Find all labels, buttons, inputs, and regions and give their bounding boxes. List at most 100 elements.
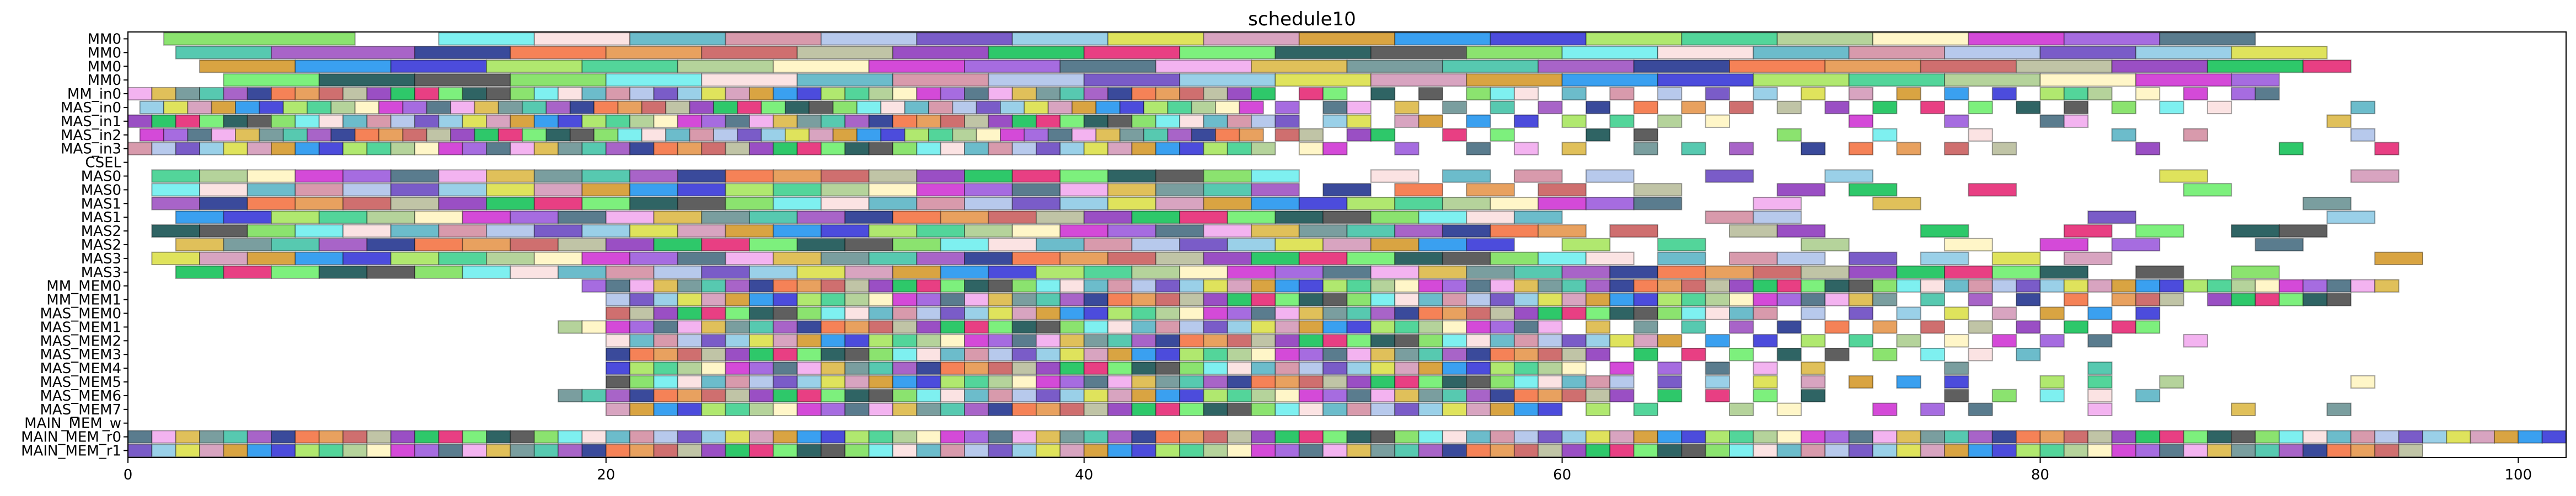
- gantt-bar: [1239, 100, 1264, 115]
- gantt-bar: [1203, 87, 1228, 101]
- gantt-bar: [175, 87, 201, 101]
- gantt-bar: [1753, 389, 1778, 403]
- gantt-bar: [510, 210, 559, 224]
- gantt-bar: [1322, 210, 1372, 224]
- gantt-bar: [1538, 306, 1563, 320]
- gantt-bar: [1728, 430, 1754, 444]
- gantt-bar: [1155, 389, 1181, 403]
- gantt-bar: [653, 142, 678, 155]
- gantt-bar: [1155, 183, 1204, 197]
- gantt-bar: [1728, 444, 1754, 457]
- gantt-bar: [1585, 32, 1683, 46]
- gantt-bar: [1490, 389, 1515, 403]
- gantt-bar: [725, 320, 750, 334]
- gantt-bar: [2374, 279, 2400, 293]
- gantt-bar: [1609, 265, 1658, 279]
- gantt-bar: [1896, 265, 1946, 279]
- gantt-bar: [1801, 389, 1826, 403]
- gantt-bar: [462, 265, 511, 279]
- gantt-bar: [510, 430, 535, 444]
- gantt-bar: [581, 251, 631, 266]
- gantt-bar: [1011, 224, 1061, 238]
- gantt-bar: [294, 60, 392, 73]
- gantt-bar: [964, 197, 1013, 211]
- y-tick-label: MAS3: [81, 251, 121, 267]
- gantt-bar: [1728, 100, 1754, 115]
- gantt-bar: [1107, 389, 1133, 403]
- gantt-bar: [1681, 293, 1706, 306]
- gantt-bar: [1059, 348, 1085, 362]
- gantt-bar: [773, 293, 798, 306]
- gantt-bar: [342, 87, 368, 101]
- gantt-bar: [677, 197, 726, 211]
- gantt-bar: [2183, 430, 2208, 444]
- gantt-bar: [1513, 142, 1539, 155]
- gantt-bar: [1418, 444, 1443, 457]
- gantt-bar: [988, 265, 1037, 279]
- gantt-bar: [1944, 334, 1969, 348]
- gantt-bar: [223, 87, 248, 101]
- gantt-bar: [1394, 279, 1420, 293]
- gantt-bar: [1561, 375, 1587, 389]
- gantt-bar: [1824, 430, 1850, 444]
- gantt-bar: [1418, 87, 1443, 101]
- gantt-bar: [1059, 169, 1109, 183]
- gantt-bar: [151, 169, 201, 183]
- gantt-bar: [1466, 279, 1491, 293]
- gantt-bar: [2350, 128, 2376, 142]
- gantt-bar: [1728, 402, 1754, 417]
- gantt-bar: [2063, 224, 2113, 238]
- gantt-bar: [1251, 334, 1276, 348]
- gantt-bar: [1538, 293, 1563, 306]
- gantt-bar: [1155, 334, 1181, 348]
- gantt-bar: [1155, 348, 1181, 362]
- gantt-bar: [844, 142, 870, 155]
- gantt-bar: [940, 389, 966, 403]
- gantt-bar: [1968, 279, 1993, 293]
- gantt-bar: [2231, 293, 2256, 306]
- gantt-bar: [820, 375, 846, 389]
- gantt-bar: [1298, 142, 1324, 155]
- gantt-bar: [223, 265, 272, 279]
- gantt-bar: [796, 402, 822, 417]
- gantt-bar: [139, 100, 165, 115]
- gantt-bar: [748, 265, 798, 279]
- gantt-bar: [1801, 430, 1826, 444]
- gantt-bar: [1681, 100, 1706, 115]
- gantt-bar: [653, 361, 678, 375]
- gantt-bar: [1227, 279, 1252, 293]
- y-tick-label: MAS_MEM2: [40, 333, 121, 349]
- gantt-bar: [653, 348, 678, 362]
- gantt-bar: [1728, 224, 1778, 238]
- gantt-bar: [916, 32, 1013, 46]
- gantt-bar: [151, 114, 176, 128]
- gantt-bar: [175, 265, 224, 279]
- gantt-bar: [820, 389, 846, 403]
- gantt-bar: [2231, 46, 2328, 60]
- gantt-bar: [1322, 279, 1348, 293]
- gantt-bar: [1944, 114, 1969, 128]
- gantt-bar: [773, 197, 822, 211]
- gantt-bar: [1991, 430, 2017, 444]
- y-tick-label: MAS0: [81, 182, 121, 198]
- gantt-bar: [1753, 46, 1850, 60]
- gantt-bar: [964, 169, 1013, 183]
- gantt-bar: [2135, 389, 2161, 403]
- gantt-bar: [1107, 183, 1156, 197]
- gantt-bar: [366, 265, 416, 279]
- gantt-bar: [892, 114, 918, 128]
- gantt-bar: [677, 142, 703, 155]
- gantt-bar: [1776, 444, 1802, 457]
- gantt-bar: [964, 251, 1013, 266]
- gantt-bar: [1155, 361, 1181, 375]
- gantt-bar: [1538, 279, 1563, 293]
- gantt-bar: [1251, 87, 1276, 101]
- gantt-bar: [2374, 430, 2400, 444]
- gantt-bar: [1944, 361, 1969, 375]
- gantt-bar: [796, 238, 846, 252]
- gantt-bar: [796, 348, 822, 362]
- gantt-bar: [820, 402, 846, 417]
- gantt-bar: [701, 142, 726, 155]
- gantt-bar: [1657, 375, 1683, 389]
- gantt-bar: [1776, 251, 1826, 266]
